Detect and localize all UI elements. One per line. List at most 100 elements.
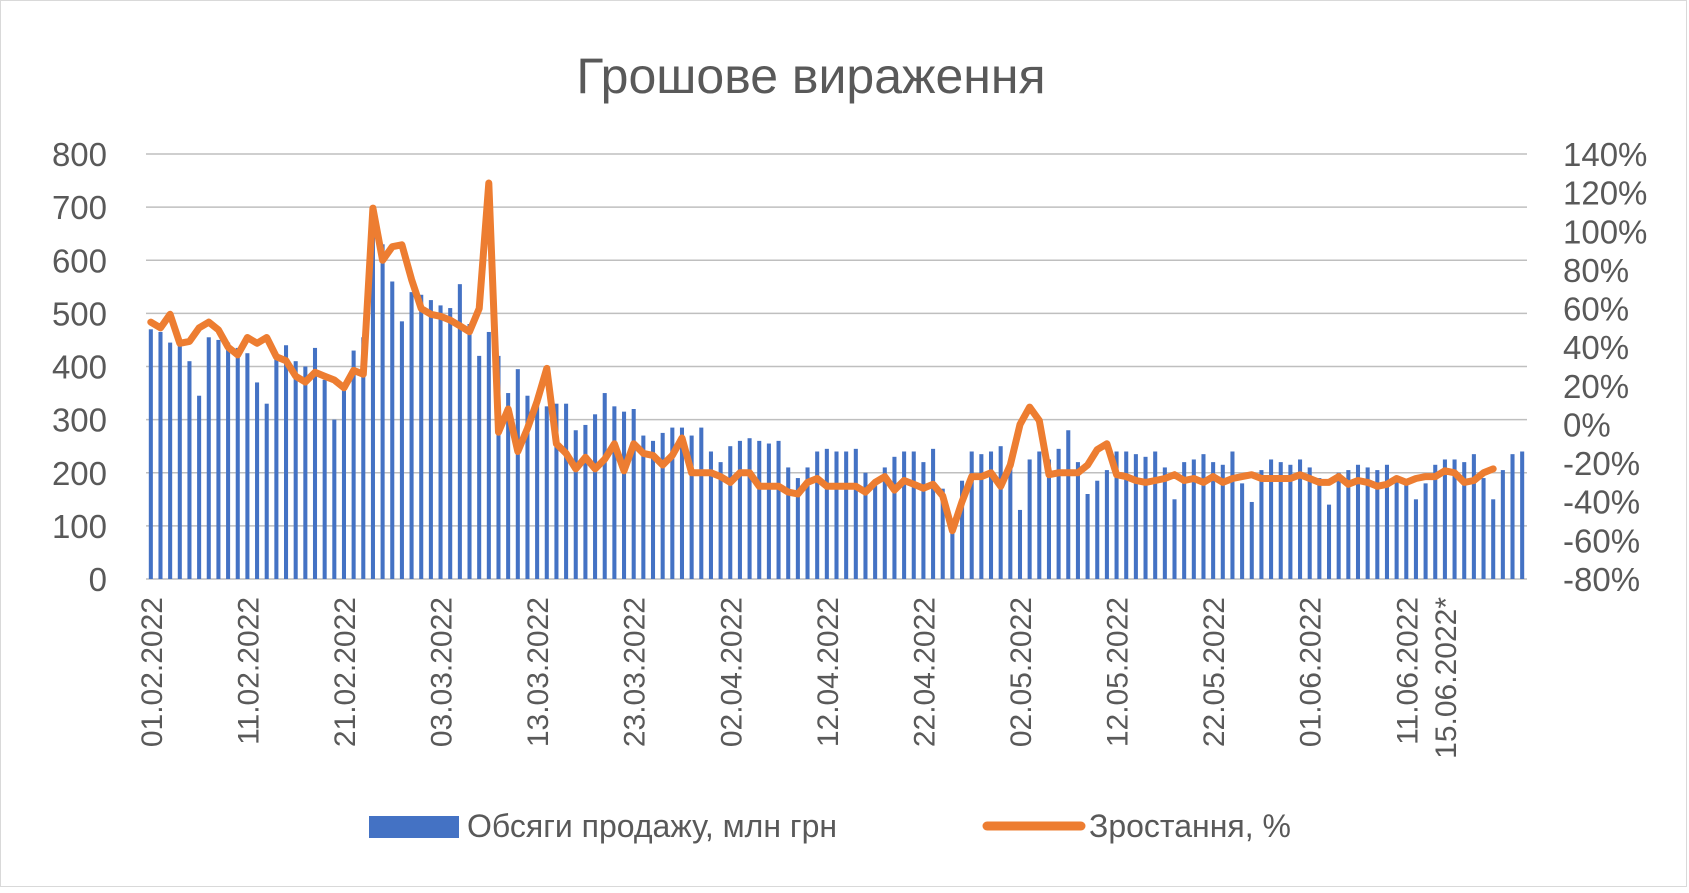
bar: [766, 443, 771, 579]
bar: [573, 430, 578, 579]
bar: [1008, 467, 1013, 579]
y2-tick-label: -60%: [1563, 522, 1640, 559]
legend-bar-swatch: [369, 816, 459, 838]
bar: [892, 456, 897, 579]
bar: [457, 284, 462, 579]
bar: [448, 308, 453, 579]
bar: [612, 406, 617, 579]
bar: [1298, 459, 1303, 579]
y-tick-label: 0: [89, 561, 107, 598]
bar: [882, 467, 887, 579]
y-tick-label: 500: [52, 295, 107, 332]
bar: [1056, 448, 1061, 579]
bar: [206, 337, 211, 579]
bar: [873, 480, 878, 579]
bar: [506, 393, 511, 579]
x-tick-label: 13.03.2022: [522, 597, 555, 747]
bar: [641, 435, 646, 579]
bar: [284, 345, 289, 579]
bar: [177, 345, 182, 579]
bar: [921, 462, 926, 579]
bar: [535, 395, 540, 579]
bar: [1491, 499, 1496, 579]
bar: [757, 440, 762, 579]
growth-line: [147, 179, 1497, 535]
y2-tick-label: 20%: [1563, 368, 1629, 405]
bar: [950, 525, 955, 579]
bar: [187, 361, 192, 579]
bar: [1046, 459, 1051, 579]
y2-tick-label: 40%: [1563, 329, 1629, 366]
bar: [1220, 464, 1225, 579]
bar: [602, 393, 607, 579]
bar: [554, 403, 559, 579]
bar: [1307, 467, 1312, 579]
bar: [1201, 454, 1206, 579]
bar: [979, 454, 984, 579]
bar: [390, 281, 395, 579]
x-tick-label: 11.06.2022: [1391, 597, 1424, 745]
x-tick-label: 02.05.2022: [1005, 597, 1038, 747]
y2-tick-label: 60%: [1563, 291, 1629, 328]
chart-title: Грошове вираження: [576, 48, 1045, 104]
bar: [660, 432, 665, 579]
bar: [351, 350, 356, 579]
bar: [1423, 483, 1428, 579]
bar: [747, 438, 752, 579]
x-tick-label: 12.04.2022: [812, 597, 845, 747]
bar: [988, 451, 994, 579]
y-tick-label: 800: [52, 136, 107, 173]
bar: [718, 462, 723, 579]
bar: [1249, 501, 1254, 579]
bar: [960, 480, 965, 579]
bar: [1191, 459, 1196, 579]
y-tick-label: 100: [52, 508, 107, 545]
bar: [1153, 451, 1158, 579]
bar: [496, 355, 501, 579]
bar: [1375, 470, 1380, 579]
bar: [998, 446, 1003, 579]
bar: [863, 472, 868, 579]
bar: [467, 324, 472, 579]
bar: [728, 446, 733, 579]
y-tick-label: 300: [52, 402, 107, 439]
x-tick-label: 01.02.2022: [136, 597, 169, 747]
bar: [1269, 459, 1274, 579]
bar: [341, 387, 347, 579]
bar: [1317, 478, 1322, 579]
bar: [148, 329, 153, 579]
bar: [815, 451, 820, 579]
x-tick-label: 01.06.2022: [1295, 597, 1328, 747]
bar: [293, 361, 298, 579]
bar: [274, 358, 279, 579]
legend-bar-label: Обсяги продажу, млн грн: [467, 808, 837, 844]
bar: [197, 395, 202, 579]
bar: [1162, 467, 1167, 579]
bar: [911, 451, 916, 579]
bar: [564, 403, 569, 579]
y-tick-label: 200: [52, 455, 107, 492]
bar: [322, 379, 327, 579]
bar: [699, 427, 704, 579]
bar: [1481, 478, 1486, 579]
bar: [1336, 472, 1341, 579]
bar: [332, 419, 337, 579]
bar: [931, 448, 936, 579]
bar: [1017, 509, 1023, 579]
x-tick-label: 15.06.2022*: [1430, 597, 1463, 759]
y2-tick-label: 140%: [1563, 136, 1647, 173]
bar: [853, 448, 858, 579]
bar: [622, 411, 627, 579]
bar: [776, 440, 781, 579]
bar: [670, 427, 675, 579]
bar: [795, 478, 800, 579]
gridlines: [146, 153, 1527, 580]
bar: [264, 403, 269, 579]
bar: [1462, 462, 1467, 579]
bar-series: [148, 231, 1525, 579]
bar: [158, 331, 163, 579]
bar: [786, 467, 791, 579]
bar: [631, 409, 636, 579]
bar: [477, 355, 482, 579]
